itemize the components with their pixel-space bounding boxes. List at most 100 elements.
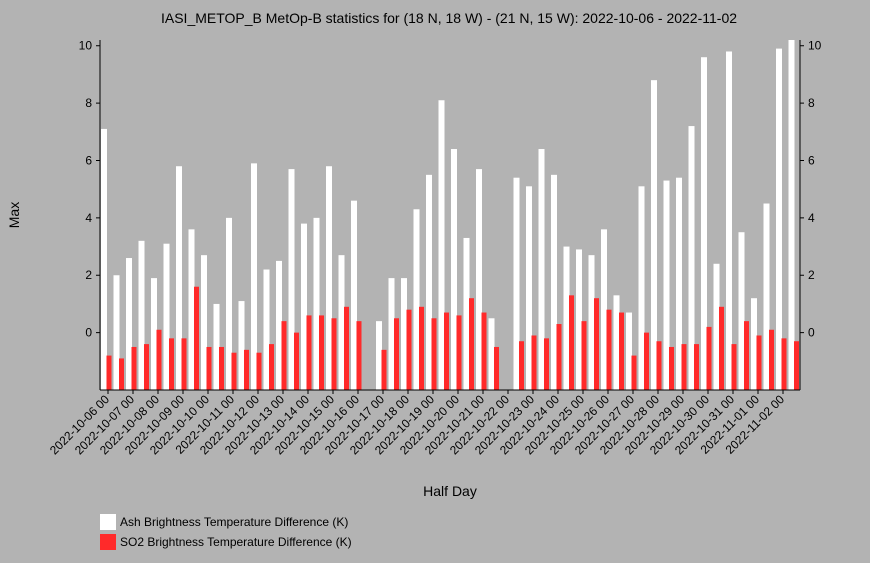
ash-bar bbox=[413, 209, 420, 390]
so2-bar bbox=[244, 349, 249, 390]
ash-bar bbox=[751, 298, 757, 390]
so2-bar bbox=[394, 318, 399, 390]
ash-bar bbox=[776, 48, 782, 391]
so2-bar bbox=[206, 346, 212, 390]
ash-bar bbox=[513, 177, 520, 390]
so2-bar bbox=[131, 346, 137, 390]
so2-bar bbox=[706, 326, 712, 390]
y-tick-label-right: 8 bbox=[808, 96, 815, 110]
ash-bar bbox=[388, 278, 395, 390]
ash-bar bbox=[438, 100, 445, 390]
x-axis-label: Half Day bbox=[423, 483, 477, 499]
ash-bar bbox=[138, 240, 145, 390]
so2-bar bbox=[544, 338, 549, 390]
y-tick-label-right: 4 bbox=[808, 211, 815, 225]
ash-bar bbox=[276, 260, 282, 390]
ash-bar bbox=[188, 229, 195, 390]
ash-bar bbox=[726, 51, 732, 390]
so2-bar bbox=[556, 324, 562, 390]
y-tick-label-right: 0 bbox=[808, 326, 815, 340]
so2-bar bbox=[319, 315, 324, 390]
ash-bar bbox=[213, 303, 220, 390]
ash-bar bbox=[163, 243, 170, 390]
ash-bar bbox=[338, 255, 345, 390]
ash-bar bbox=[113, 275, 120, 390]
ash-bar bbox=[463, 237, 470, 390]
ash-bar bbox=[526, 186, 532, 390]
so2-bar bbox=[569, 295, 574, 390]
ash-bar bbox=[601, 229, 607, 390]
y-tick-label-left: 0 bbox=[85, 326, 92, 340]
so2-bar bbox=[656, 341, 662, 390]
ash-bar bbox=[126, 258, 132, 390]
so2-bar bbox=[456, 315, 462, 390]
ash-bar bbox=[788, 40, 795, 390]
ash-bar bbox=[676, 177, 682, 390]
so2-bar bbox=[469, 298, 474, 390]
ash-bar bbox=[488, 318, 495, 390]
so2-bar bbox=[119, 358, 124, 390]
y-tick-label-right: 6 bbox=[808, 153, 815, 167]
ash-bar bbox=[738, 232, 745, 390]
ash-bar bbox=[713, 263, 720, 390]
ash-bar bbox=[701, 57, 707, 391]
so2-bar bbox=[794, 341, 799, 390]
so2-bar bbox=[356, 321, 362, 390]
y-tick-label-left: 4 bbox=[85, 211, 92, 225]
ash-bar bbox=[613, 295, 620, 390]
ash-bar bbox=[313, 217, 320, 390]
so2-bar bbox=[769, 329, 774, 390]
ash-bar bbox=[688, 126, 695, 390]
so2-bar bbox=[294, 332, 299, 390]
ash-bar bbox=[426, 174, 432, 390]
chart: IASI_METOP_B MetOp-B statistics for (18 … bbox=[6, 10, 822, 499]
so2-bar bbox=[744, 321, 749, 390]
so2-bar bbox=[719, 306, 724, 390]
ash-bar bbox=[238, 301, 245, 390]
so2-bar bbox=[156, 329, 162, 390]
legend-label-so2: SO2 Brightness Temperature Difference (K… bbox=[120, 535, 352, 549]
ash-bar bbox=[638, 186, 645, 390]
so2-bar bbox=[256, 352, 262, 390]
ash-bar bbox=[226, 217, 232, 390]
so2-bar bbox=[581, 321, 587, 390]
so2-bar bbox=[531, 335, 537, 390]
ash-bar bbox=[401, 278, 407, 390]
ash-bar bbox=[263, 269, 270, 390]
y-tick-label-right: 10 bbox=[808, 39, 822, 53]
so2-bar bbox=[194, 286, 199, 390]
y-tick-label-left: 2 bbox=[85, 268, 92, 282]
legend-swatch-ash bbox=[100, 514, 116, 530]
so2-bar bbox=[694, 344, 699, 390]
ash-bar bbox=[538, 149, 545, 390]
so2-bar bbox=[756, 335, 762, 390]
so2-bar bbox=[594, 298, 599, 390]
y-tick-label-left: 10 bbox=[79, 39, 93, 53]
ash-bar bbox=[251, 163, 257, 390]
so2-bar bbox=[669, 346, 674, 390]
y-tick-label-left: 8 bbox=[85, 96, 92, 110]
so2-bar bbox=[419, 306, 424, 390]
legend-item-so2: SO2 Brightness Temperature Difference (K… bbox=[100, 532, 352, 552]
so2-bar bbox=[344, 306, 349, 390]
legend-item-ash: Ash Brightness Temperature Difference (K… bbox=[100, 512, 352, 532]
y-tick-label-right: 2 bbox=[808, 268, 815, 282]
so2-bar bbox=[644, 332, 649, 390]
ash-bar bbox=[651, 80, 657, 390]
so2-bar bbox=[381, 349, 387, 390]
ash-bar bbox=[301, 223, 307, 390]
so2-bar bbox=[306, 315, 312, 390]
so2-bar bbox=[731, 344, 737, 390]
ash-bar bbox=[351, 200, 357, 390]
y-tick-label-left: 6 bbox=[85, 153, 92, 167]
ash-bar bbox=[626, 312, 632, 390]
so2-bar bbox=[431, 318, 437, 390]
ash-bar bbox=[576, 249, 582, 390]
ash-bar bbox=[101, 128, 107, 390]
so2-bar bbox=[494, 346, 499, 390]
so2-bar bbox=[169, 338, 174, 390]
ash-bar bbox=[151, 278, 157, 390]
so2-bar bbox=[106, 355, 112, 390]
chart-title: IASI_METOP_B MetOp-B statistics for (18 … bbox=[161, 10, 737, 26]
